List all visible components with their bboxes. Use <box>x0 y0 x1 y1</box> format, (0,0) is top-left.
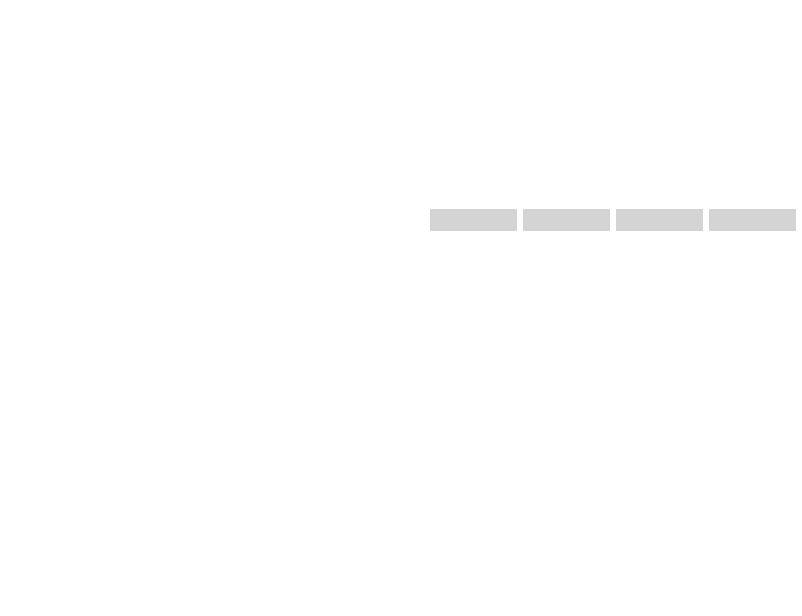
schematic-signal-chart <box>195 20 385 170</box>
g1-plot <box>400 25 585 165</box>
droplet-cartoons <box>55 8 190 188</box>
h-scatter-histograms <box>40 205 385 510</box>
i-header-4 <box>709 209 796 231</box>
i-mini-scatters <box>405 205 802 335</box>
i-header-2 <box>523 209 610 231</box>
j-pvalue-plot <box>395 350 715 595</box>
i-header-1 <box>430 209 517 231</box>
g2-plot <box>590 25 775 165</box>
i-header-3 <box>616 209 703 231</box>
